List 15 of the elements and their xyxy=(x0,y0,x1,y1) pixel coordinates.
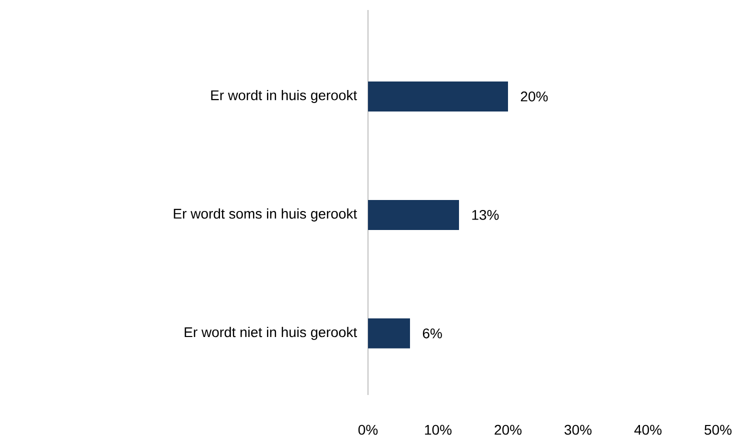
x-tick-label: 30% xyxy=(564,424,592,435)
bar xyxy=(368,81,508,112)
bar xyxy=(368,318,410,348)
data-label: 13% xyxy=(472,210,499,220)
x-tick-label: 0% xyxy=(358,424,378,435)
y-tick-label: Er wordt in huis gerookt xyxy=(211,90,357,104)
x-tick-label: 40% xyxy=(634,424,662,435)
x-tick-label: 10% xyxy=(425,424,452,435)
y-tick-label: Er wordt niet in huis gerookt xyxy=(184,326,357,340)
y-tick-label: Er wordt soms in huis gerookt xyxy=(174,208,357,222)
bar xyxy=(368,200,460,230)
x-tick-label: 50% xyxy=(704,424,732,435)
x-tick-label: 20% xyxy=(494,424,522,435)
data-label: 20% xyxy=(520,92,548,102)
data-label: 6% xyxy=(422,328,442,338)
